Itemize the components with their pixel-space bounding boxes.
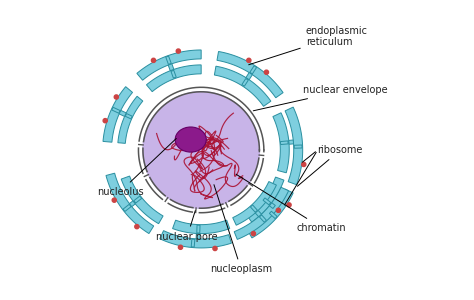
Circle shape [151, 58, 155, 62]
Polygon shape [168, 64, 174, 71]
Polygon shape [118, 96, 143, 143]
Polygon shape [246, 177, 284, 222]
Circle shape [112, 198, 116, 202]
Polygon shape [112, 107, 120, 113]
Circle shape [114, 95, 118, 99]
Polygon shape [273, 113, 289, 173]
Circle shape [143, 92, 259, 208]
Polygon shape [106, 173, 154, 234]
Polygon shape [269, 203, 275, 208]
Polygon shape [103, 87, 133, 142]
Polygon shape [242, 79, 248, 86]
Polygon shape [171, 70, 176, 78]
Text: nuclear envelope: nuclear envelope [253, 85, 387, 111]
Polygon shape [197, 225, 200, 233]
Polygon shape [123, 204, 131, 211]
Polygon shape [191, 239, 195, 247]
Text: nucleoplasm: nucleoplasm [210, 185, 272, 274]
Circle shape [264, 70, 268, 74]
Polygon shape [263, 198, 271, 205]
Circle shape [176, 49, 181, 53]
Polygon shape [250, 66, 256, 74]
Polygon shape [160, 231, 231, 248]
Polygon shape [137, 50, 201, 80]
Polygon shape [294, 145, 302, 148]
Circle shape [178, 245, 182, 249]
Polygon shape [119, 110, 126, 116]
Polygon shape [233, 182, 276, 225]
Polygon shape [269, 211, 277, 219]
Polygon shape [281, 141, 288, 145]
Text: ribosome: ribosome [297, 145, 363, 186]
Circle shape [251, 232, 255, 236]
Polygon shape [214, 66, 271, 106]
Polygon shape [234, 187, 289, 239]
Polygon shape [121, 176, 163, 224]
Text: nucleolus: nucleolus [97, 139, 176, 197]
Text: nuclear pore: nuclear pore [156, 211, 218, 242]
Polygon shape [134, 196, 142, 203]
Circle shape [103, 118, 107, 123]
Circle shape [247, 58, 251, 62]
Polygon shape [255, 210, 262, 217]
Circle shape [213, 246, 217, 250]
Polygon shape [250, 205, 257, 212]
Circle shape [135, 224, 139, 229]
Circle shape [301, 162, 306, 167]
Ellipse shape [175, 127, 206, 152]
Polygon shape [125, 114, 132, 119]
Polygon shape [259, 215, 266, 222]
Polygon shape [217, 52, 283, 98]
Text: chromatin: chromatin [236, 174, 346, 232]
Polygon shape [166, 56, 171, 64]
Polygon shape [285, 107, 303, 185]
Polygon shape [196, 233, 200, 239]
Polygon shape [146, 65, 201, 92]
Polygon shape [246, 73, 252, 80]
Polygon shape [129, 201, 135, 207]
Polygon shape [247, 189, 293, 238]
Text: endoplasmic
reticulum: endoplasmic reticulum [249, 26, 368, 65]
Polygon shape [173, 220, 230, 234]
Circle shape [287, 203, 291, 207]
Circle shape [276, 208, 281, 212]
Polygon shape [289, 140, 293, 144]
